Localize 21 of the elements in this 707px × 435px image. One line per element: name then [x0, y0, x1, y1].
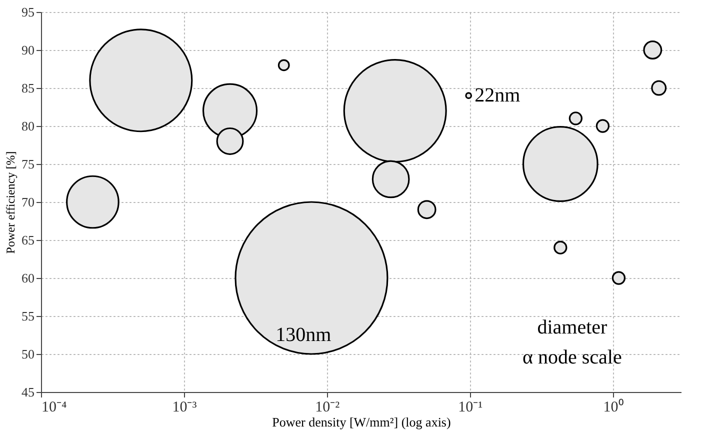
x-tick-label: 10⁰ [603, 398, 624, 416]
annotation: 130nm [276, 324, 332, 346]
annotation: diameter α node scale [522, 316, 622, 368]
x-tick-label: 10⁻³ [172, 400, 198, 416]
x-axis-title: Power density [W/mm²] (log axis) [272, 414, 451, 430]
y-tick-label: 55 [22, 308, 34, 324]
y-tick-label: 80 [22, 118, 34, 134]
y-tick-label: 65 [22, 232, 34, 248]
y-tick-label: 70 [22, 194, 34, 210]
y-axis-title: Power efficiency [%] [4, 151, 18, 254]
annotation: 22nm [474, 84, 521, 107]
y-tick-label: 60 [22, 270, 34, 286]
y-tick-label: 75 [22, 156, 34, 172]
y-tick-label: 50 [22, 346, 34, 362]
y-tick-label: 45 [22, 384, 34, 400]
x-tick-label: 10⁻² [315, 400, 340, 416]
y-tick-label: 85 [22, 80, 34, 96]
x-tick-label: 10⁻¹ [458, 400, 483, 416]
x-tick-label: 10⁻⁴ [42, 400, 67, 416]
y-tick-label: 95 [22, 4, 34, 20]
y-tick-label: 90 [22, 42, 34, 58]
